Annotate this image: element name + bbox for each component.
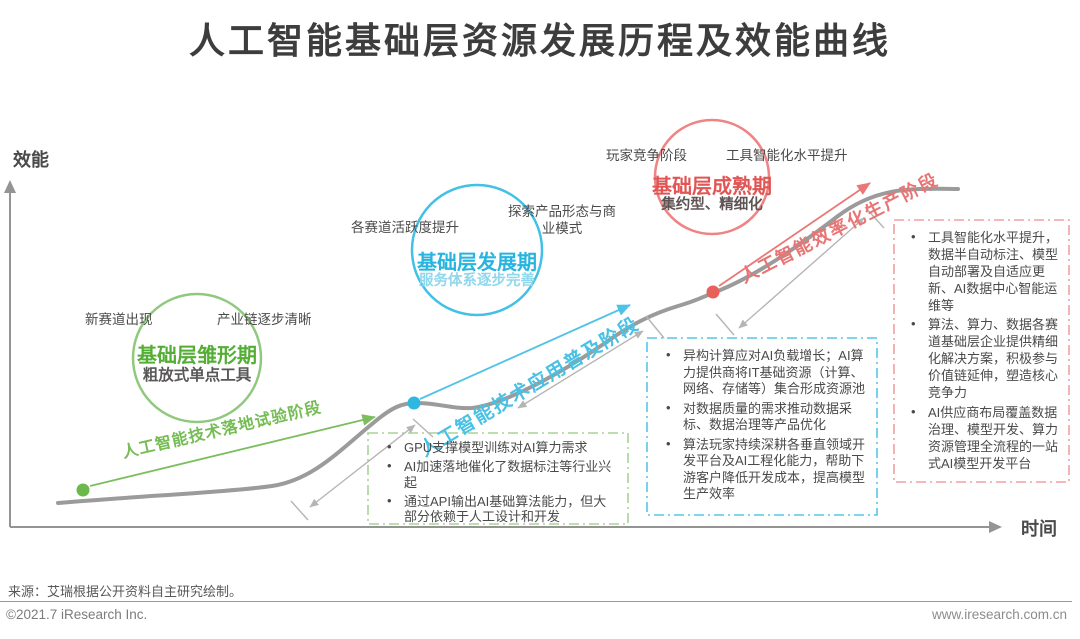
stage1-circle	[131, 292, 263, 424]
bullet-text: 异构计算应对AI负载增长；AI算力提供商将IT基础资源（计算、网络、存储等）集合…	[683, 348, 866, 396]
bullet-item: 对数据质量的需求推动数据采标、数据治理等产品优化	[661, 400, 867, 434]
bullet-item: AI供应商布局覆盖数据治理、模型开发、算力资源管理全流程的一站式AI模型开发平台	[906, 404, 1061, 473]
bullet-item: 算法、算力、数据各赛道基础层企业提供精细化解决方案，积极参与价值链延伸，塑造核心…	[906, 316, 1061, 401]
bullet-text: 工具智能化水平提升，数据半自动标注、模型自动部署及自适应更新、AI数据中心智能运…	[928, 230, 1059, 313]
bullet-text: GPU支撑模型训练对AI算力需求	[404, 440, 588, 455]
stage1-phase-arrow	[89, 414, 376, 487]
stage3-phase-arrow	[718, 182, 871, 287]
stage3-start-dot	[706, 285, 720, 299]
bullet-item: 通过API输出AI基础算法能力，但大部分依赖于人工设计和开发	[382, 493, 618, 526]
curve-tick-1	[290, 500, 309, 521]
bullet-text: 算法玩家持续深耕各垂直领域开发平台及AI工程化能力，帮助下游客户降低开发成本，提…	[683, 436, 866, 502]
stage2-circle	[410, 183, 544, 317]
bullet-item: 工具智能化水平提升，数据半自动标注、模型自动部署及自适应更新、AI数据中心智能运…	[906, 229, 1061, 314]
phase-span-arrow-3	[738, 217, 865, 329]
stage2-circle-subtitle: 服务体系逐步完善	[419, 273, 535, 289]
footer-divider	[0, 601, 1072, 602]
stage1-start-dot	[76, 483, 90, 497]
stage2-circle-title: 基础层发展期	[417, 252, 537, 274]
bullet-item: AI加速落地催化了数据标注等行业兴起	[382, 458, 618, 491]
curve-tick-5	[864, 206, 885, 229]
website-text: www.iresearch.com.cn	[931, 607, 1067, 622]
phase-span-arrow-1	[309, 424, 416, 508]
curve-tick-3	[645, 315, 665, 339]
stage3-circle-title: 基础层成熟期	[652, 176, 772, 198]
stage2-start-dot	[407, 396, 421, 410]
bullet-text: AI加速落地催化了数据标注等行业兴起	[404, 458, 612, 490]
copyright-text: ©2021.7 iResearch Inc.	[6, 607, 148, 622]
stage1-annotation-right: 产业链逐步清晰	[217, 312, 312, 327]
stage2-detail-box-border	[646, 337, 878, 516]
phase-span-arrow-2	[517, 330, 644, 409]
stage3-circle-subtitle: 集约型、精细化	[661, 197, 763, 213]
x-axis-label: 时间	[1021, 519, 1057, 539]
stage2-annotation-left: 各赛道活跃度提升	[351, 220, 459, 235]
stage2-detail-box: 异构计算应对AI负载增长；AI算力提供商将IT基础资源（计算、网络、存储等）集合…	[647, 338, 877, 515]
stage3-detail-box-border	[893, 219, 1070, 483]
page-title: 人工智能基础层资源发展历程及效能曲线	[188, 20, 891, 61]
stage1-circle-subtitle: 粗放式单点工具	[142, 367, 252, 384]
y-axis-label: 效能	[13, 150, 49, 170]
stage3-detail-box: 工具智能化水平提升，数据半自动标注、模型自动部署及自适应更新、AI数据中心智能运…	[894, 220, 1069, 482]
bullet-text: AI供应商布局覆盖数据治理、模型开发、算力资源管理全流程的一站式AI模型开发平台	[928, 404, 1059, 471]
bullet-text: 算法、算力、数据各赛道基础层企业提供精细化解决方案，积极参与价值链延伸，塑造核心…	[928, 317, 1059, 401]
bullet-item: 异构计算应对AI负载增长；AI算力提供商将IT基础资源（计算、网络、存储等）集合…	[661, 347, 867, 398]
stage1-circle-title: 基础层雏形期	[137, 345, 257, 367]
curve-tick-2	[412, 418, 434, 438]
stage2-phase-arrow	[419, 304, 631, 400]
bullet-text: 对数据质量的需求推动数据采标、数据治理等产品优化	[683, 400, 853, 433]
stage2-annotation-right: 探索产品形态与商业模式	[508, 204, 616, 236]
bullet-item: 算法玩家持续深耕各垂直领域开发平台及AI工程化能力，帮助下游客户降低开发成本，提…	[661, 436, 867, 503]
stage3-annotation-right: 工具智能化水平提升	[726, 148, 848, 163]
bullet-text: 通过API输出AI基础算法能力，但大部分依赖于人工设计和开发	[404, 493, 607, 525]
stage3-annotation-left: 玩家竞争阶段	[606, 148, 687, 163]
stage3-circle	[653, 118, 771, 236]
bullet-item: GPU支撑模型训练对AI算力需求	[382, 439, 618, 456]
source-note: 来源：艾瑞根据公开资料自主研究绘制。	[8, 584, 243, 599]
stage1-detail-box: GPU支撑模型训练对AI算力需求 AI加速落地催化了数据标注等行业兴起 通过AP…	[368, 433, 628, 524]
stage1-annotation-left: 新赛道出现	[85, 312, 153, 327]
curve-tick-4	[715, 313, 735, 336]
